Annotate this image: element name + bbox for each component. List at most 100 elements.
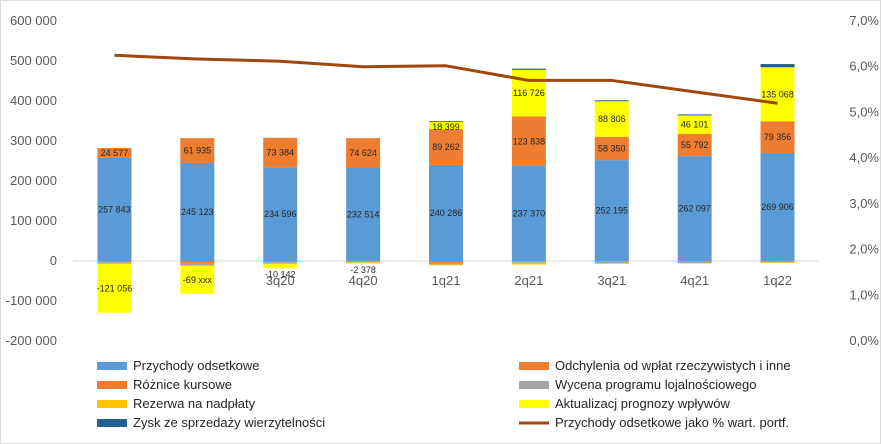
bar-segment — [677, 261, 712, 263]
y-right-tick-label: 7,0% — [849, 13, 879, 28]
bar-segment — [594, 261, 629, 263]
y-left-tick-label: 200 000 — [10, 173, 57, 188]
y-right-tick-label: 3,0% — [849, 196, 879, 211]
bar-segment — [97, 264, 132, 313]
bar-segment — [429, 121, 463, 122]
bar-segment — [594, 160, 629, 261]
bar-segment — [180, 263, 215, 265]
x-category-label: 3q20 — [266, 273, 295, 288]
data-labels-layer: 257 843 24 577 -121 056 245 123 61 935 -69 xx… — [97, 88, 794, 293]
x-category-label: 4q21 — [680, 273, 709, 288]
legend-label: Aktualizacj prognozy wpływów — [555, 396, 730, 411]
bar-segment — [511, 262, 546, 265]
data-label: 234 596 — [264, 209, 297, 219]
data-label: 73 384 — [266, 147, 294, 157]
legend-label: Przychody odsetkowe — [133, 358, 259, 373]
legend-label: Odchylenia od wpłat rzeczywistych i inne — [555, 358, 791, 373]
data-label: -2 378 — [350, 265, 376, 275]
data-label: -121 056 — [97, 283, 133, 293]
bar-segment — [263, 167, 298, 261]
y-left-tick-label: 500 000 — [10, 53, 57, 68]
bar-segment — [677, 156, 712, 261]
legend-swatch — [97, 419, 127, 427]
legend-label: Przychody odsetkowe jako % wart. portf. — [555, 415, 789, 430]
y-left-tick-label: -200 000 — [6, 333, 57, 348]
data-label: 24 577 — [101, 148, 129, 158]
x-category-label: 1q21 — [432, 273, 461, 288]
bar-segment — [263, 137, 298, 168]
bar-segment — [263, 262, 298, 263]
bar-segment — [677, 261, 712, 262]
data-label: 61 935 — [184, 146, 212, 156]
bar-segment — [263, 261, 298, 263]
legend-swatch — [97, 381, 127, 389]
x-category-label: 3q21 — [597, 273, 626, 288]
legend-swatch — [519, 362, 549, 370]
bar-segment — [346, 262, 381, 263]
bar-segment — [677, 114, 712, 116]
bar-segment — [760, 261, 795, 263]
legend-swatch — [519, 400, 549, 408]
data-label: -69 xxx — [183, 275, 213, 285]
legend-label: Rezerwa na nadpłaty — [133, 396, 256, 411]
bar-segment — [760, 64, 795, 68]
bar-segment — [594, 263, 629, 264]
y-left-tick-label: 100 000 — [10, 213, 57, 228]
y-left-tick-label: 0 — [50, 253, 57, 268]
legend: Przychody odsetkowe Odchylenia od wpłat r… — [97, 358, 791, 430]
bar-segment — [346, 261, 381, 263]
x-category-label: 2q21 — [514, 273, 543, 288]
bar-segment — [511, 166, 546, 261]
data-label: 116 726 — [513, 88, 545, 98]
data-label: 79 356 — [764, 132, 792, 142]
data-label: 269 906 — [761, 202, 794, 212]
data-label: 18 399 — [432, 122, 460, 132]
data-label: 89 262 — [432, 142, 460, 152]
bar-segment — [511, 261, 546, 262]
bar-segment — [346, 262, 381, 264]
bar-segment — [760, 153, 795, 261]
data-label: 46 101 — [681, 120, 709, 130]
bar-segment — [429, 261, 463, 264]
data-label: 245 123 — [181, 207, 214, 217]
x-category-label: 1q22 — [763, 273, 792, 288]
y-left-tick-label: 400 000 — [10, 93, 57, 108]
legend-label: Różnice kursowe — [133, 377, 232, 392]
bar-segment — [97, 262, 132, 263]
bar-segment — [511, 68, 546, 70]
x-category-label: 4q20 — [349, 273, 378, 288]
y-right-tick-label: 4,0% — [849, 150, 879, 165]
bar-segment — [346, 167, 381, 261]
y-right-tick-label: 2,0% — [849, 242, 879, 257]
data-label: 262 097 — [678, 204, 711, 214]
line-layer — [114, 53, 778, 105]
bar-segment — [511, 116, 546, 167]
data-label: 55 792 — [681, 140, 709, 150]
bar-segment — [594, 136, 629, 161]
bar-segment — [760, 262, 795, 263]
data-label: 240 286 — [430, 208, 463, 218]
y-left-tick-label: -100 000 — [6, 293, 57, 308]
data-label: 123 838 — [513, 136, 546, 146]
bar-segment — [594, 101, 629, 137]
bar-segment — [97, 157, 132, 261]
data-label: 58 350 — [598, 143, 626, 153]
axes-layer: -200 000 -100 000 0 100 000 200 000 300 000 40… — [6, 13, 880, 348]
y-right-tick-label: 1,0% — [849, 287, 879, 302]
legend-swatch — [519, 381, 549, 389]
bar-segment — [346, 138, 381, 168]
bar-segment — [180, 162, 215, 261]
bar-segment — [97, 261, 132, 263]
bar-segment — [429, 129, 463, 165]
bars-layer — [97, 64, 795, 313]
y-right-tick-label: 6,0% — [849, 59, 879, 74]
bar-segment — [677, 263, 712, 264]
bar-segment — [511, 261, 546, 263]
bar-segment — [429, 164, 463, 261]
bar-segment — [429, 264, 463, 266]
data-label: 232 514 — [347, 209, 380, 219]
line-series-path — [114, 53, 778, 105]
bar-segment — [429, 121, 463, 130]
